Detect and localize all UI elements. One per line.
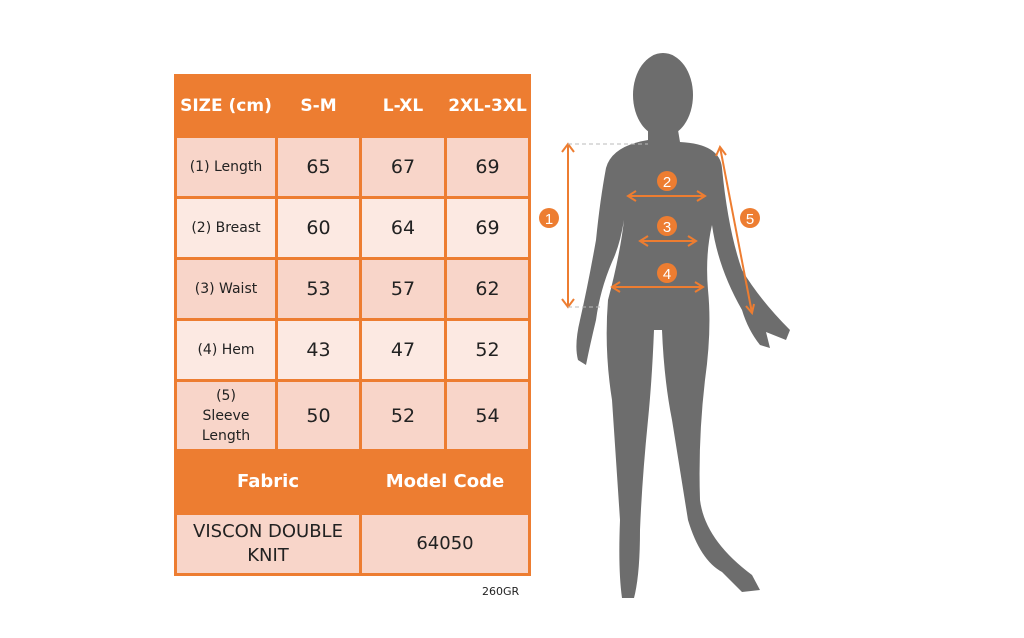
cell: 52 xyxy=(444,318,531,382)
cell: 57 xyxy=(359,257,447,321)
cell: 53 xyxy=(275,257,362,321)
header-cell: SIZE (cm) xyxy=(174,74,278,138)
cell: 50 xyxy=(275,379,362,452)
cell: 67 xyxy=(359,135,447,199)
cell: 54 xyxy=(444,379,531,452)
marker-5 xyxy=(740,208,760,228)
marker-2 xyxy=(657,171,677,191)
fabric-value-row: VISCON DOUBLE KNIT 64050 xyxy=(174,512,531,576)
header-cell: 2XL-3XL xyxy=(444,74,531,138)
table-row: (1) Length 65 67 69 xyxy=(174,135,531,199)
cell: 52 xyxy=(359,379,447,452)
guide-lines xyxy=(568,143,648,308)
marker-label: 1 xyxy=(545,211,553,228)
cell: 64 xyxy=(359,196,447,260)
model-code-value: 64050 xyxy=(359,512,531,576)
table-row: (3) Waist 53 57 62 xyxy=(174,257,531,321)
cell: 69 xyxy=(444,196,531,260)
table-header-row: SIZE (cm) S-M L-XL 2XL-3XL xyxy=(174,74,531,138)
body-silhouette-figure: 1 2 3 4 5 xyxy=(539,53,790,598)
cell: 60 xyxy=(275,196,362,260)
table-row: (2) Breast 60 64 69 xyxy=(174,196,531,260)
header-cell: S-M xyxy=(275,74,362,138)
marker-label: 3 xyxy=(663,219,671,236)
measure-markers: 1 2 3 4 5 xyxy=(539,171,760,283)
marker-3 xyxy=(657,216,677,236)
row-label: (2) Breast xyxy=(174,196,278,260)
marker-4 xyxy=(657,263,677,283)
model-code-label: Model Code xyxy=(359,449,531,515)
weight-note: 260GR xyxy=(482,585,520,598)
header-cell: L-XL xyxy=(359,74,447,138)
row-label: (4) Hem xyxy=(174,318,278,382)
row-label: (5) Sleeve Length xyxy=(174,379,278,452)
marker-label: 5 xyxy=(746,211,754,228)
silhouette xyxy=(576,53,790,598)
fabric-label: Fabric xyxy=(174,449,362,515)
measure-arrows xyxy=(561,142,755,316)
cell: 47 xyxy=(359,318,447,382)
fabric-value: VISCON DOUBLE KNIT xyxy=(174,512,362,576)
cell: 43 xyxy=(275,318,362,382)
cell: 62 xyxy=(444,257,531,321)
cell: 69 xyxy=(444,135,531,199)
table-row: (5) Sleeve Length 50 52 54 xyxy=(174,379,531,452)
marker-label: 2 xyxy=(663,174,671,191)
size-table: SIZE (cm) S-M L-XL 2XL-3XL (1) Length 65… xyxy=(174,74,531,576)
marker-label: 4 xyxy=(663,266,671,283)
table-row: (4) Hem 43 47 52 xyxy=(174,318,531,382)
fabric-header-row: Fabric Model Code xyxy=(174,449,531,515)
row-label: (1) Length xyxy=(174,135,278,199)
cell: 65 xyxy=(275,135,362,199)
marker-1 xyxy=(539,208,559,228)
row-label: (3) Waist xyxy=(174,257,278,321)
